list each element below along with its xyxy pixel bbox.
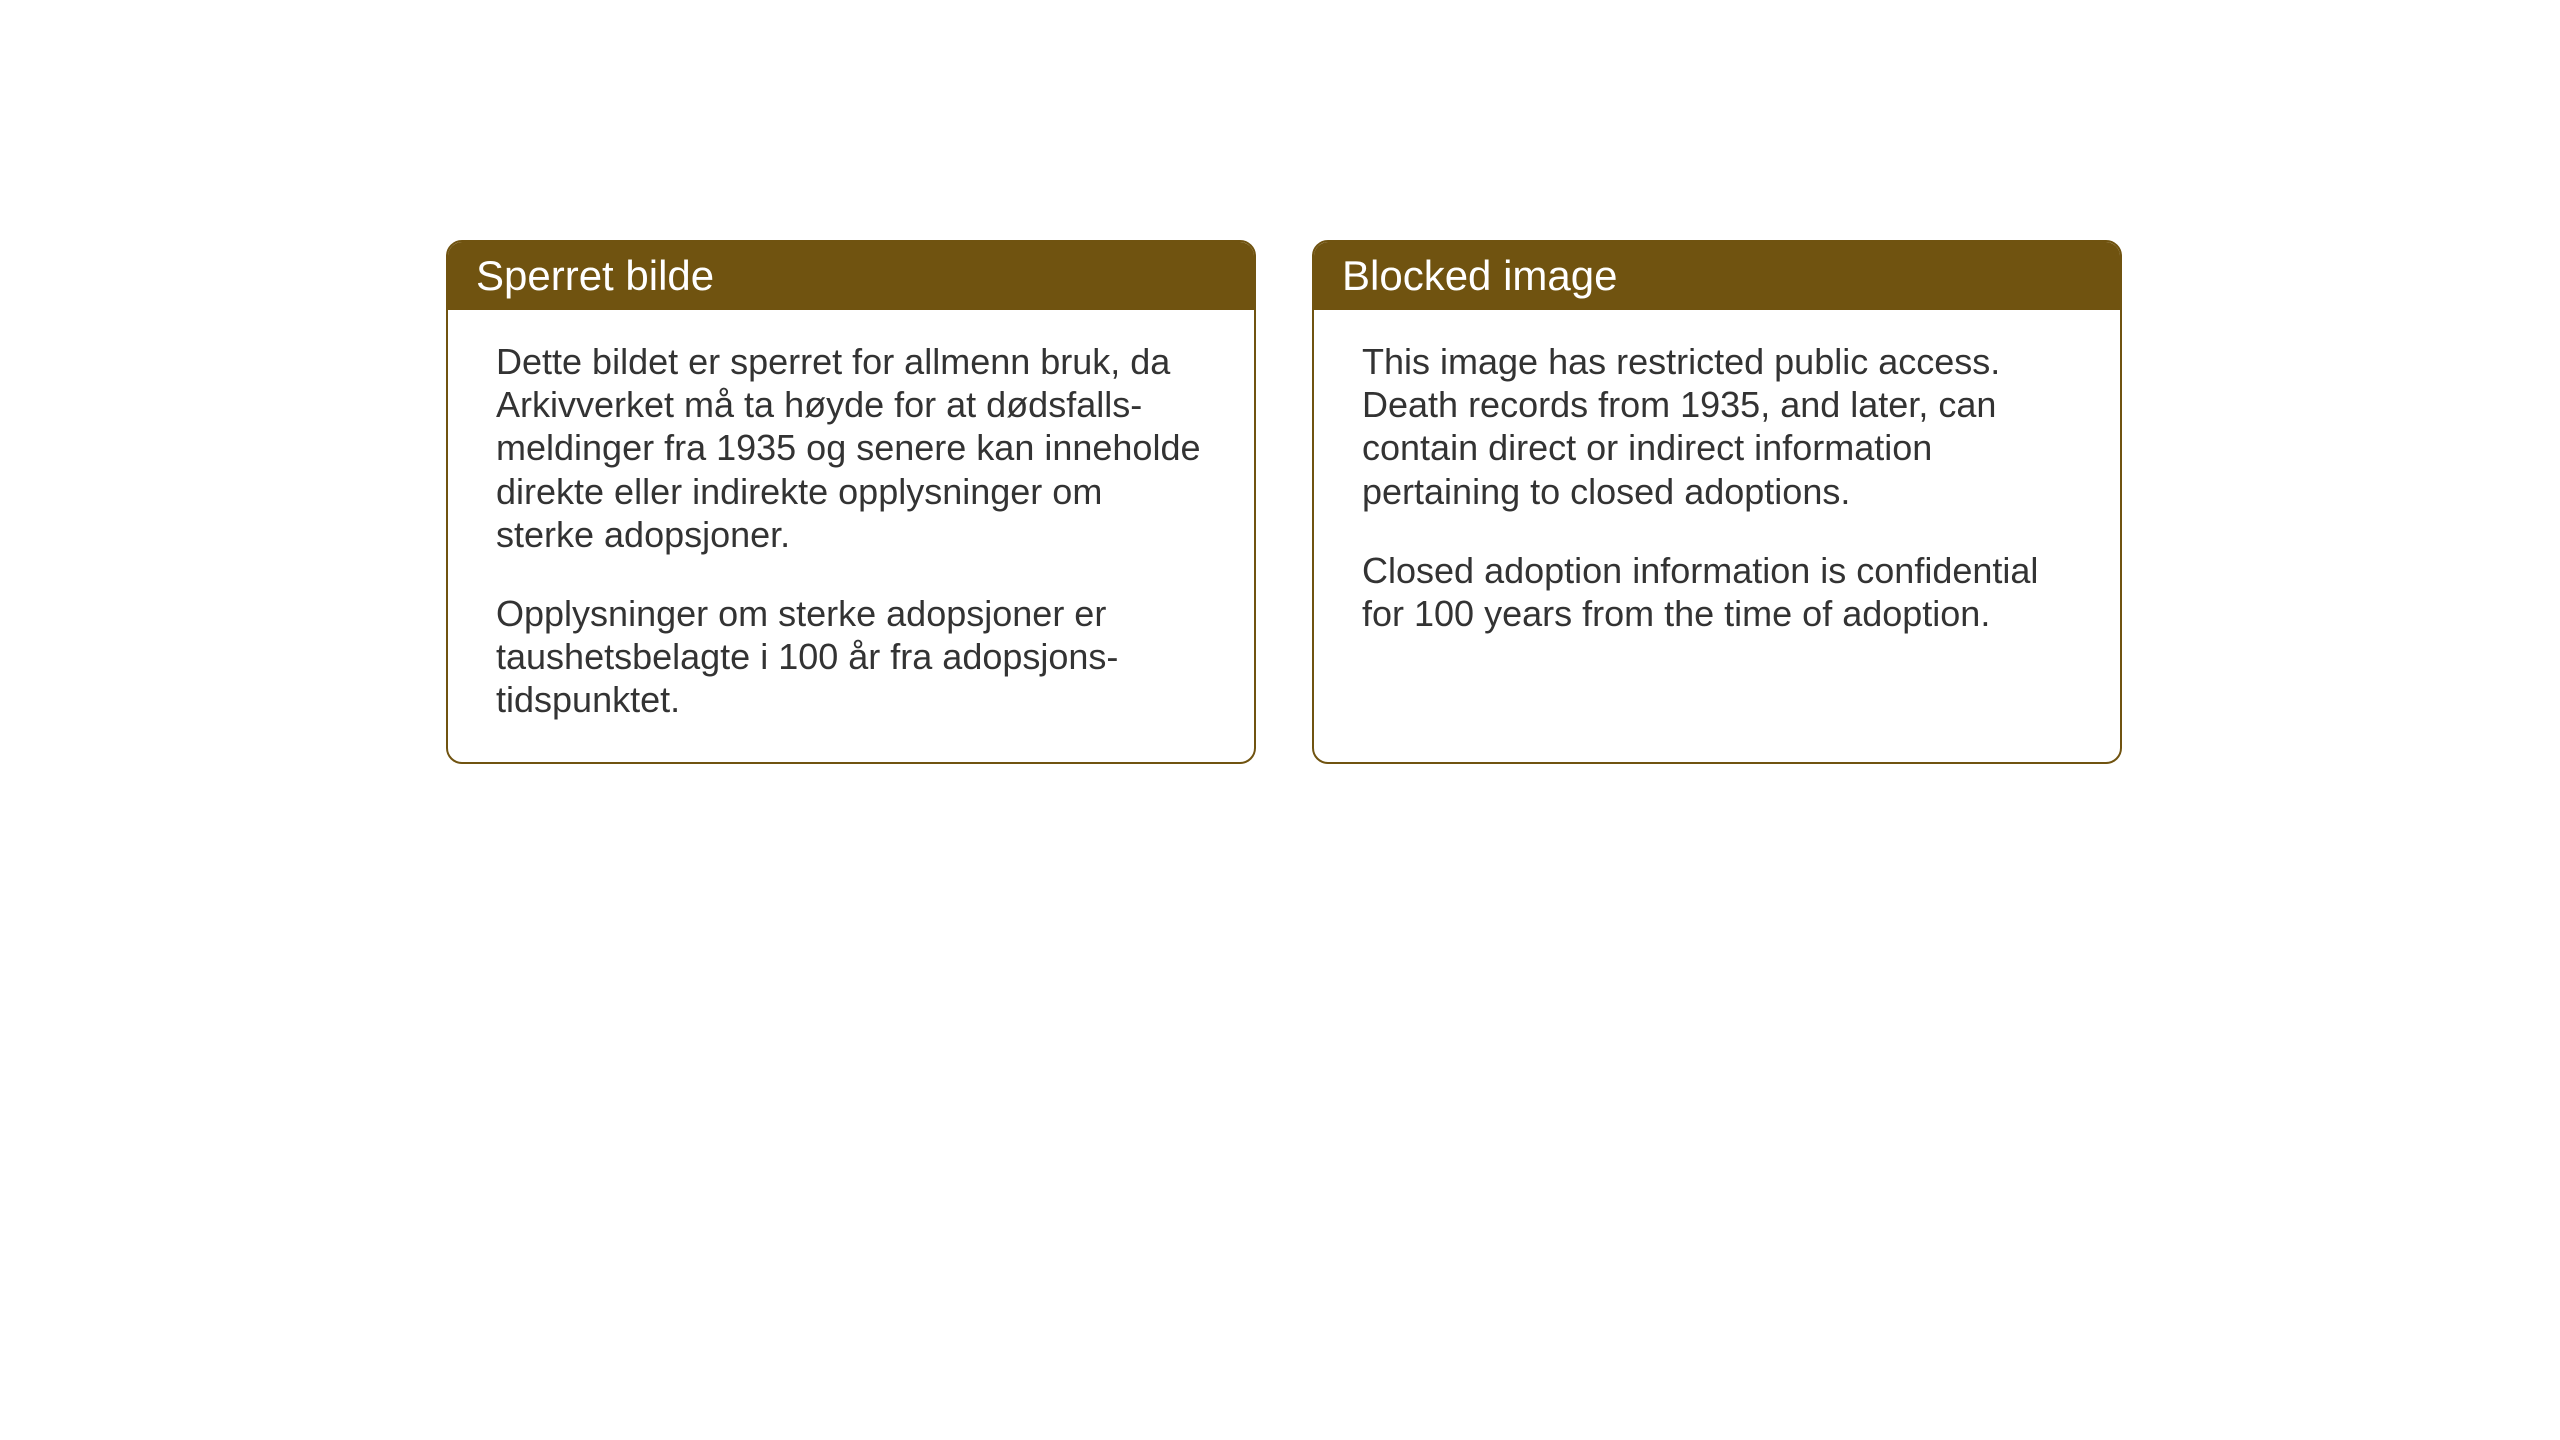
notice-container: Sperret bilde Dette bildet er sperret fo… xyxy=(446,240,2122,764)
english-paragraph-2: Closed adoption information is confident… xyxy=(1362,549,2072,635)
english-paragraph-1: This image has restricted public access.… xyxy=(1362,340,2072,513)
norwegian-card-title: Sperret bilde xyxy=(476,252,714,299)
norwegian-card-body: Dette bildet er sperret for allmenn bruk… xyxy=(448,310,1254,762)
english-card-body: This image has restricted public access.… xyxy=(1314,310,2120,675)
norwegian-paragraph-1: Dette bildet er sperret for allmenn bruk… xyxy=(496,340,1206,556)
norwegian-notice-card: Sperret bilde Dette bildet er sperret fo… xyxy=(446,240,1256,764)
norwegian-paragraph-2: Opplysninger om sterke adopsjoner er tau… xyxy=(496,592,1206,722)
norwegian-card-header: Sperret bilde xyxy=(448,242,1254,310)
english-notice-card: Blocked image This image has restricted … xyxy=(1312,240,2122,764)
english-card-title: Blocked image xyxy=(1342,252,1617,299)
english-card-header: Blocked image xyxy=(1314,242,2120,310)
